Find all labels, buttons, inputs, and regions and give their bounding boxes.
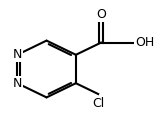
Text: N: N [12, 48, 22, 61]
Text: Cl: Cl [92, 97, 104, 110]
Text: O: O [96, 8, 106, 21]
Text: OH: OH [135, 36, 154, 49]
Text: N: N [12, 77, 22, 90]
